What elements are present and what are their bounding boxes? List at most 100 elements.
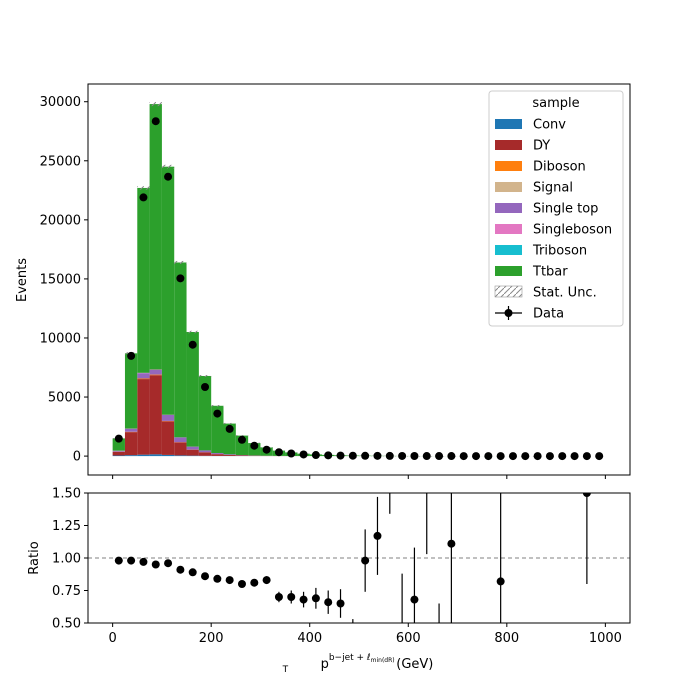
- ratio-x-tick-label: 200: [199, 631, 224, 646]
- x-axis-label-superscript-sub: min(dR): [371, 657, 395, 664]
- data-point: [508, 452, 517, 461]
- legend-entry-diboson: Diboson: [495, 160, 586, 175]
- data-point: [521, 452, 530, 461]
- legend-swatch-marker: [504, 309, 513, 317]
- data-point: [348, 451, 357, 460]
- data-point: [361, 451, 370, 460]
- data-point: [114, 434, 123, 443]
- stat-unc-bin: [161, 164, 175, 169]
- bar-dy: [149, 375, 162, 455]
- bar-single-top: [124, 428, 138, 432]
- bar-dy: [112, 451, 125, 456]
- legend-entry-single-top: Single top: [495, 202, 598, 217]
- bar-ttbar: [198, 375, 212, 451]
- bar-dy: [211, 454, 224, 456]
- ratio-x-tick-label: 1000: [589, 631, 622, 646]
- ratio-x-tick-label: 800: [494, 631, 519, 646]
- legend-entry-data: Data: [495, 306, 564, 322]
- bar-single-top: [186, 446, 199, 450]
- legend-swatch: [495, 203, 522, 213]
- bar-dy: [235, 455, 249, 457]
- ratio-point: [237, 580, 246, 588]
- data-point: [410, 452, 419, 461]
- data-point: [274, 448, 283, 457]
- bar-single-top: [137, 373, 150, 379]
- ratio-y-tick-label: 1.00: [52, 552, 81, 567]
- data-point: [139, 193, 148, 202]
- bar-dy: [186, 449, 199, 456]
- bar-ttbar: [149, 104, 162, 370]
- bar-dy: [223, 455, 236, 456]
- legend-label: Data: [533, 307, 564, 322]
- legend-label: DY: [533, 139, 550, 154]
- bar-single-top: [161, 414, 175, 421]
- x-axis-label-subscript: T: [282, 665, 289, 675]
- bar-ttbar: [124, 353, 138, 429]
- legend-label: Triboson: [532, 244, 587, 259]
- data-point: [558, 452, 567, 461]
- ratio-y-tick-label: 0.75: [52, 584, 81, 599]
- bar-single-top: [174, 437, 187, 443]
- ratio-point: [188, 568, 197, 577]
- ratio-point: [213, 574, 222, 583]
- ratio-point: [262, 576, 271, 585]
- bar-ttbar: [137, 187, 150, 373]
- bar-conv: [112, 455, 125, 457]
- legend-frame: [488, 90, 624, 327]
- ratio-point: [250, 578, 259, 587]
- ratio-panel: 0.50 0.75 1.00 1.25 1.50 0 200 400 600 800 1000 R…: [27, 487, 631, 675]
- legend-label: Ttbar: [532, 265, 568, 280]
- bar-ttbar: [112, 438, 125, 451]
- stat-unc-bin: [211, 405, 224, 407]
- ratio-y-tick-label: 1.25: [52, 519, 81, 534]
- stat-unc-bin: [149, 102, 162, 107]
- bar-dy: [198, 452, 212, 456]
- bar-dy: [124, 432, 138, 456]
- ratio-x-tick-label: 400: [297, 631, 322, 646]
- legend: sample Conv DY Diboson Signal Single top Sing…: [488, 90, 624, 327]
- data-point: [545, 452, 554, 461]
- ratio-y-tick-label: 1.50: [52, 487, 81, 502]
- bar-single-top: [198, 450, 212, 453]
- ratio-y-ticks: 0.50 0.75 1.00 1.25 1.50: [52, 487, 88, 632]
- data-point: [213, 409, 222, 418]
- y-tick-label: 10000: [40, 331, 81, 346]
- data-point: [324, 451, 333, 460]
- data-point: [287, 449, 296, 458]
- ratio-point: [311, 594, 320, 603]
- bar-conv: [124, 455, 138, 457]
- bar-ttbar: [161, 166, 175, 415]
- legend-swatch: [495, 245, 522, 255]
- stat-unc-bin: [235, 435, 249, 437]
- legend-entry-ttbar: Ttbar: [495, 265, 568, 280]
- bar-dy: [161, 421, 175, 455]
- data-point: [435, 452, 444, 461]
- data-point: [595, 452, 604, 461]
- bar-single-top: [149, 369, 162, 375]
- legend-entry-triboson: Triboson: [495, 244, 587, 259]
- x-axis-label-superscript: b−jet + ℓ: [329, 653, 371, 663]
- data-point: [373, 451, 382, 460]
- data-point: [225, 424, 234, 433]
- ratio-point: [164, 559, 173, 568]
- y-tick-label: 25000: [40, 154, 81, 169]
- bar-ttbar: [186, 332, 199, 447]
- ratio-point: [410, 595, 419, 604]
- data-point: [459, 452, 468, 461]
- legend-label: Stat. Unc.: [533, 286, 597, 301]
- ratio-point: [398, 645, 406, 653]
- bar-conv: [137, 454, 150, 457]
- data-point: [201, 382, 210, 391]
- y-tick-label: 30000: [40, 95, 81, 110]
- y-tick-label: 20000: [40, 213, 81, 228]
- legend-entry-conv: Conv: [495, 118, 566, 133]
- x-axis-label: pb−jet + ℓmin(dR) T (GeV): [282, 653, 434, 675]
- ratio-x-ticks: 0 200 400 600 800 1000: [108, 623, 622, 646]
- legend-label: Conv: [533, 118, 566, 133]
- stat-unc-bin: [174, 260, 187, 265]
- data-point: [398, 451, 407, 460]
- legend-swatch: [495, 182, 522, 192]
- bar-dy: [137, 379, 150, 455]
- legend-label: Diboson: [533, 160, 586, 175]
